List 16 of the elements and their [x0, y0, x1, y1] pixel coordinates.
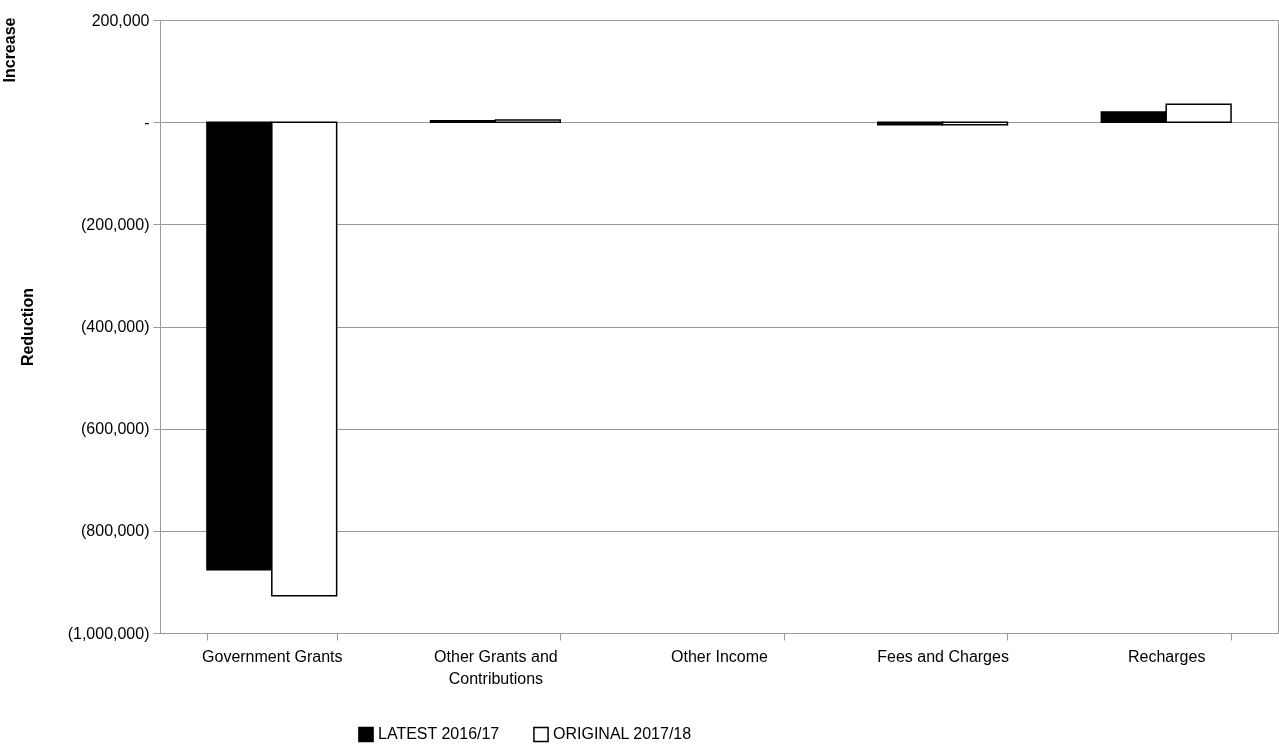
x-tick-label: Other Income: [671, 647, 769, 665]
y-tick-label: (1,000,000): [67, 624, 150, 642]
x-tick-label: Fees and Charges: [877, 647, 1009, 665]
legend-label: LATEST 2016/17: [378, 725, 500, 743]
y-tick-label: 200,000: [91, 11, 150, 29]
x-tick-label: Recharges: [1128, 647, 1206, 665]
x-tick-label: Government Grants: [202, 647, 343, 665]
y-axis-title: Reduction: [18, 287, 36, 367]
y-tick-label: (200,000): [81, 215, 150, 233]
legend-label: ORIGINAL 2017/18: [553, 725, 692, 743]
text: Increase: [1, 17, 18, 83]
y-tick-label: (400,000): [81, 318, 150, 335]
y-tick-label: (600,000): [81, 420, 150, 438]
y-tick-label: (800,000): [81, 522, 150, 540]
x-tick-label: Other Grants and Contributions: [434, 647, 558, 687]
y-tick-label: -: [144, 113, 150, 131]
